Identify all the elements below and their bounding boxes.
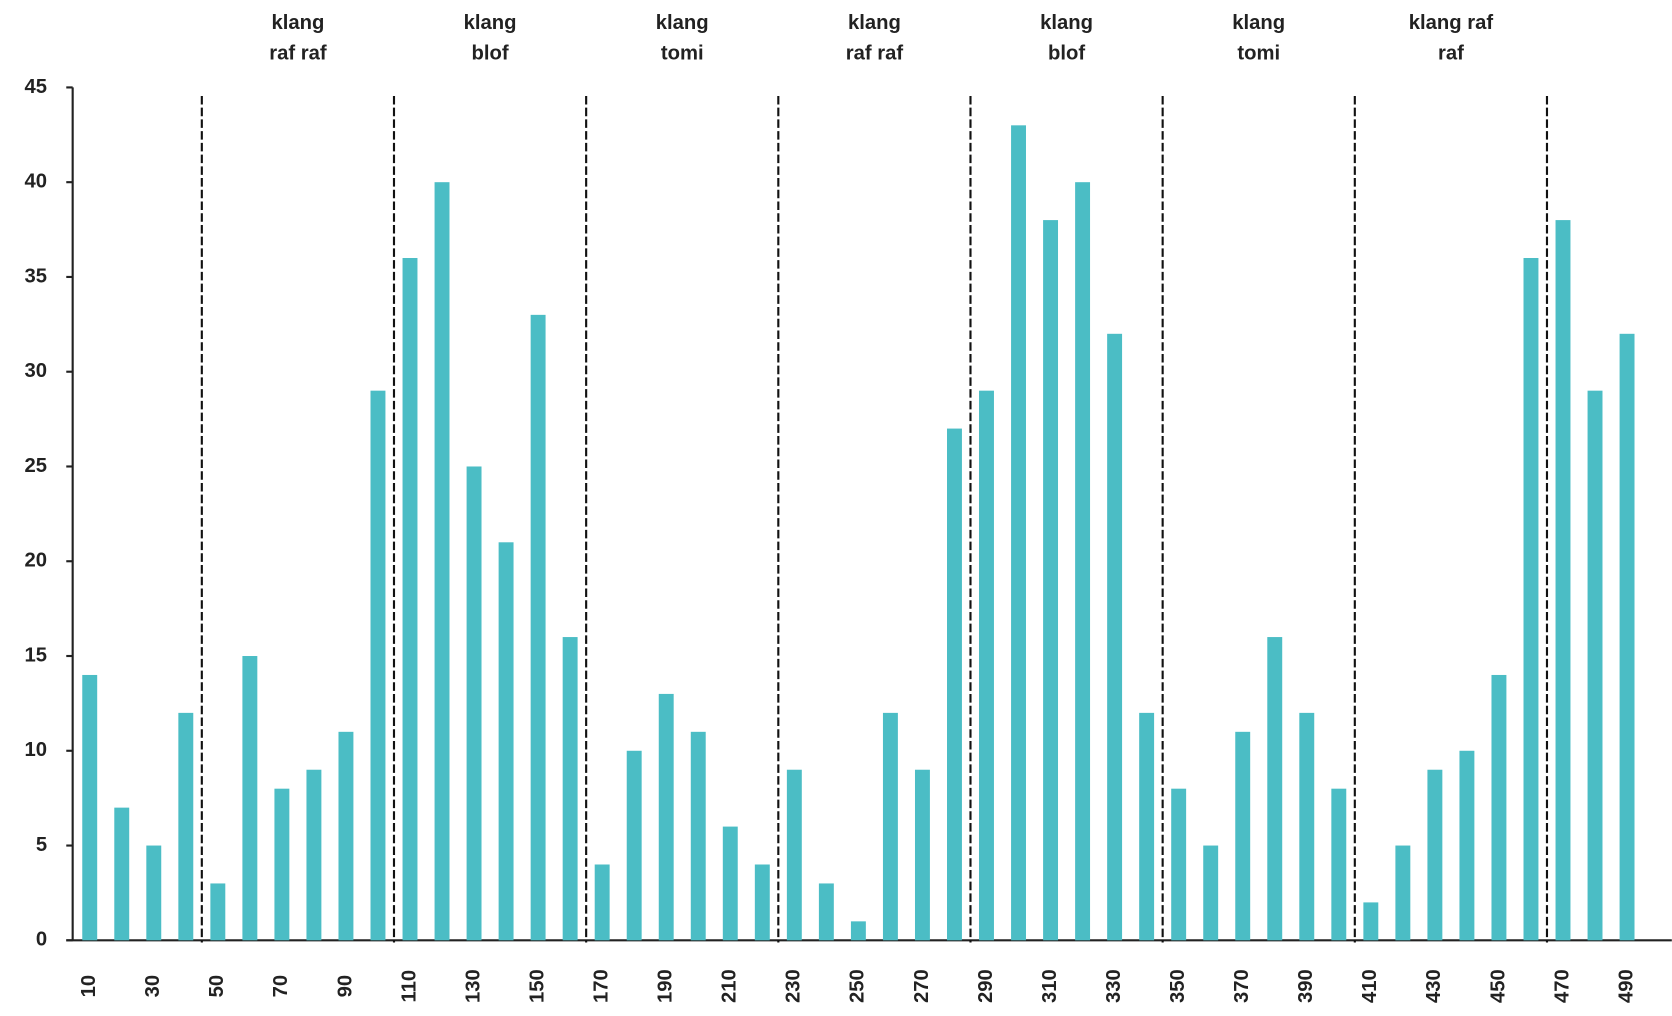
- y-tick-label: 0: [36, 929, 47, 951]
- bar: [1427, 769, 1443, 941]
- bar: [402, 257, 418, 941]
- group-label: tomi: [661, 43, 704, 65]
- bar: [1011, 125, 1026, 941]
- x-tick-label: 50: [206, 975, 228, 998]
- bar: [82, 674, 98, 941]
- bar: [498, 542, 514, 941]
- bar: [1523, 257, 1539, 941]
- bar: [434, 182, 450, 941]
- group-label: klang: [271, 12, 324, 34]
- x-tick-label: 450: [1487, 969, 1509, 1003]
- x-tick-label: 130: [462, 969, 484, 1003]
- x-tick-label: 30: [142, 975, 164, 998]
- bar: [1459, 750, 1475, 941]
- group-label: klang: [1232, 12, 1285, 34]
- group-label: tomi: [1237, 43, 1280, 65]
- x-tick-label: 170: [591, 969, 613, 1003]
- y-tick-label: 35: [25, 265, 48, 287]
- bar: [114, 807, 130, 941]
- bar: [562, 637, 578, 941]
- x-tick-label: 210: [719, 969, 741, 1003]
- bar: [1363, 902, 1379, 941]
- x-tick-label: 190: [655, 969, 677, 1003]
- x-tick-label: 90: [334, 975, 356, 998]
- y-tick-label: 15: [25, 644, 48, 666]
- group-label: raf raf: [846, 43, 904, 65]
- bar: [1107, 333, 1123, 941]
- bar: [1203, 845, 1219, 941]
- bar: [1587, 390, 1603, 941]
- bar: [658, 693, 674, 941]
- bar: [1299, 712, 1315, 941]
- bar: [306, 769, 322, 941]
- x-tick-label: 410: [1359, 969, 1381, 1003]
- bar: [530, 314, 546, 941]
- bar: [850, 921, 866, 941]
- x-tick-label: 250: [847, 969, 869, 1003]
- bar: [370, 390, 386, 941]
- y-tick-label: 40: [25, 171, 48, 193]
- group-label: klang: [848, 12, 901, 34]
- bar: [818, 883, 834, 941]
- bar: [1235, 731, 1251, 941]
- bar: [1491, 674, 1507, 941]
- bar: [1395, 845, 1411, 941]
- group-label: klang raf: [1409, 12, 1494, 34]
- x-tick-label: 230: [783, 969, 805, 1003]
- bar: [786, 769, 802, 941]
- group-label: raf raf: [269, 43, 327, 65]
- bar: [594, 864, 610, 941]
- bar: [882, 712, 898, 941]
- bar: [754, 864, 770, 941]
- bar: [1555, 220, 1571, 941]
- group-label: blof: [1048, 43, 1085, 65]
- x-tick-label: 430: [1423, 969, 1445, 1003]
- bar: [242, 656, 258, 941]
- bar: [178, 712, 194, 941]
- y-tick-label: 10: [25, 739, 48, 761]
- bar: [1043, 220, 1059, 941]
- bar: [1139, 712, 1155, 941]
- bar: [1619, 333, 1635, 941]
- x-tick-label: 150: [526, 969, 548, 1003]
- bar: [1331, 788, 1347, 941]
- y-tick-label: 20: [25, 550, 48, 572]
- bar: [979, 390, 994, 941]
- x-tick-label: 490: [1615, 969, 1637, 1003]
- x-tick-label: 390: [1295, 969, 1317, 1003]
- bar: [914, 769, 930, 941]
- bar: [146, 845, 162, 941]
- x-tick-label: 70: [270, 975, 292, 998]
- bar: [690, 731, 706, 941]
- group-label: klang: [656, 12, 709, 34]
- x-tick-label: 10: [78, 975, 100, 998]
- x-tick-label: 110: [398, 970, 420, 1003]
- group-label: klang: [1040, 12, 1093, 34]
- x-tick-label: 330: [1103, 969, 1125, 1003]
- bar: [466, 466, 482, 941]
- x-tick-label: 270: [911, 969, 933, 1003]
- y-tick-label: 25: [25, 455, 48, 477]
- bar: [947, 428, 962, 941]
- x-tick-label: 370: [1231, 969, 1253, 1003]
- bar: [210, 883, 226, 941]
- y-tick-label: 45: [25, 76, 48, 98]
- x-tick-label: 290: [975, 969, 997, 1003]
- x-tick-label: 470: [1551, 969, 1573, 1003]
- group-label: raf: [1438, 43, 1464, 65]
- group-label: blof: [472, 43, 509, 65]
- bar: [1075, 182, 1091, 941]
- y-tick-label: 5: [36, 834, 47, 856]
- x-tick-label: 310: [1039, 969, 1061, 1003]
- bar: [626, 750, 642, 941]
- bar: [1171, 788, 1187, 941]
- bar: [1267, 637, 1283, 941]
- bar: [722, 826, 738, 941]
- bar: [274, 788, 290, 941]
- x-tick-label: 350: [1167, 969, 1189, 1003]
- y-tick-label: 30: [25, 360, 48, 382]
- group-label: klang: [464, 12, 517, 34]
- bar: [338, 731, 354, 941]
